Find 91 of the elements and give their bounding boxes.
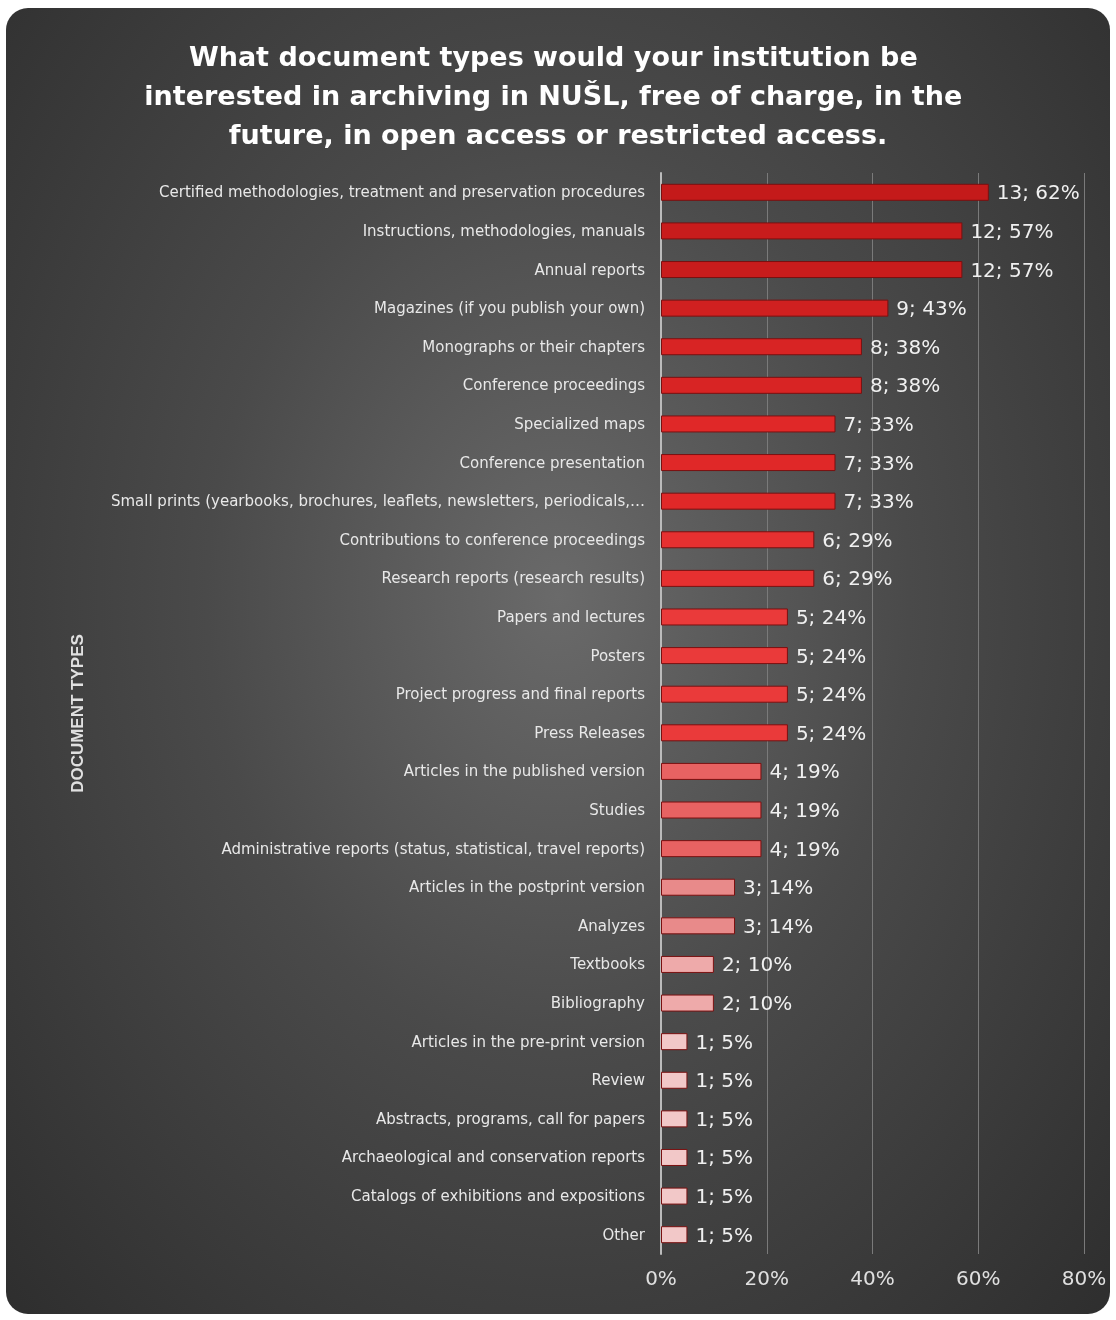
y-tick-label: Papers and lectures	[497, 607, 646, 626]
y-tick-label: Conference proceedings	[462, 376, 646, 395]
bar	[661, 183, 989, 201]
y-tick-label: Posters	[590, 646, 646, 665]
data-label: 12; 57%	[970, 257, 1054, 282]
y-tick-label: Archaeological and conservation reports	[341, 1148, 646, 1167]
data-label: 4; 19%	[769, 798, 840, 823]
bar	[661, 608, 788, 626]
data-label: 7; 33%	[843, 489, 914, 514]
y-tick-label: Conference presentation	[459, 453, 645, 472]
data-label: 5; 24%	[795, 682, 867, 707]
bar	[661, 647, 788, 665]
chart-title: What document types would your institution be interested in archiving in NUŠL, free of charge, in the future, in open access or restricted access.	[144, 41, 972, 150]
x-tick-label: 20%	[744, 1266, 789, 1290]
y-tick-label: Review	[591, 1071, 645, 1090]
bar	[661, 724, 788, 742]
data-label: 7; 33%	[843, 450, 914, 475]
bar	[661, 531, 815, 549]
data-label: 3; 14%	[743, 913, 814, 938]
y-tick-label: Administrative reports (status, statistical, travel reports)	[221, 839, 645, 858]
data-label: 4; 19%	[769, 759, 840, 784]
y-tick-label: Small prints (yearbooks, brochures, leaflets, newsletters, periodicals,…	[110, 492, 645, 511]
y-tick-label: Magazines (if you publish your own)	[374, 299, 645, 318]
data-label: 5; 24%	[795, 604, 867, 629]
bar	[661, 1110, 688, 1128]
data-label: 13; 62%	[996, 180, 1080, 205]
data-label: 1; 5%	[695, 1029, 753, 1054]
y-tick-label: Bibliography	[550, 994, 646, 1013]
bar	[661, 261, 963, 279]
data-label: 1; 5%	[695, 1222, 753, 1247]
bar	[661, 840, 762, 858]
bar	[661, 801, 762, 819]
x-tick-label: 0%	[645, 1266, 677, 1290]
x-tick-label: 60%	[956, 1266, 1001, 1290]
bar	[661, 376, 862, 394]
data-label: 3; 14%	[743, 875, 814, 900]
data-label: 6; 29%	[822, 566, 893, 591]
bar	[661, 878, 736, 896]
data-label: 1; 5%	[695, 1145, 753, 1170]
y-tick-label: Monographs or their chapters	[422, 337, 646, 356]
y-tick-label: Analyzes	[578, 916, 646, 935]
bar	[661, 492, 836, 510]
data-label: 8; 38%	[869, 334, 941, 359]
data-label: 2; 10%	[721, 952, 793, 977]
bar	[661, 415, 836, 433]
y-tick-label: Contributions to conference proceedings	[339, 530, 646, 549]
y-axis-title: DOCUMENT TYPES	[68, 634, 87, 793]
bar	[661, 762, 762, 780]
y-tick-label: Catalogs of exhibitions and expositions	[351, 1187, 646, 1206]
y-tick-label: Research reports (research results)	[381, 569, 645, 588]
y-tick-label: Articles in the published version	[403, 762, 645, 781]
data-label: 1; 5%	[695, 1068, 753, 1093]
x-tick-label: 80%	[1061, 1266, 1107, 1290]
y-tick-label: Textbooks	[569, 955, 646, 974]
bar	[661, 1226, 688, 1244]
bar	[661, 569, 815, 587]
x-tick-label: 40%	[850, 1266, 895, 1290]
bar	[661, 955, 714, 973]
bar	[661, 917, 736, 935]
data-label: 12; 57%	[970, 218, 1054, 243]
data-label: 9; 43%	[896, 296, 967, 321]
bar	[661, 299, 889, 317]
y-tick-label: Studies	[589, 801, 646, 820]
y-tick-label: Specialized maps	[514, 414, 646, 433]
y-tick-label: Other	[602, 1225, 646, 1244]
y-tick-label: Instructions, methodologies, manuals	[362, 221, 646, 240]
bar	[661, 685, 788, 703]
data-label: 5; 24%	[795, 720, 867, 745]
y-tick-label: Annual reports	[534, 260, 646, 279]
data-label: 4; 19%	[769, 836, 840, 861]
y-tick-label: Articles in the postprint version	[409, 878, 645, 897]
bar	[661, 338, 862, 356]
y-tick-label: Project progress and final reports	[395, 685, 646, 704]
data-label: 2; 10%	[721, 991, 793, 1016]
bar	[661, 1071, 688, 1089]
bar	[661, 1187, 688, 1205]
y-tick-label: Articles in the pre-print version	[411, 1032, 645, 1051]
data-label: 5; 24%	[795, 643, 867, 668]
data-label: 1; 5%	[695, 1184, 753, 1209]
data-label: 6; 29%	[822, 527, 893, 552]
bar	[661, 454, 836, 472]
bar	[661, 1033, 688, 1051]
y-tick-label: Press Releases	[534, 723, 646, 742]
data-label: 1; 5%	[695, 1106, 753, 1131]
data-label: 8; 38%	[869, 373, 941, 398]
bar	[661, 994, 714, 1012]
y-tick-label: Abstracts, programs, call for papers	[375, 1109, 646, 1128]
bar	[661, 222, 963, 240]
y-tick-label: Certified methodologies, treatment and preservation procedures	[159, 183, 646, 202]
bar	[661, 1148, 688, 1166]
data-label: 7; 33%	[843, 411, 914, 436]
